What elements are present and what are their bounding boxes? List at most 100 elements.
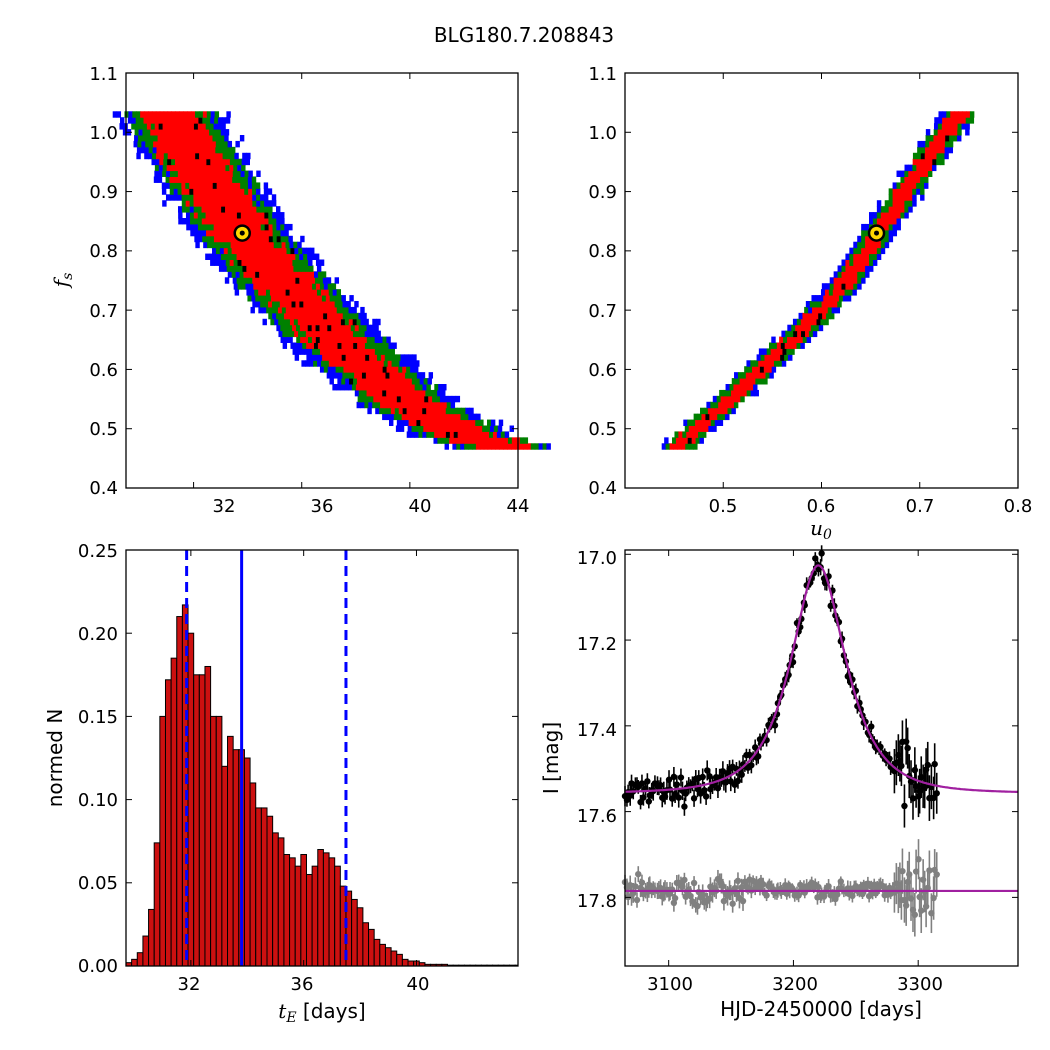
cell-1sigma bbox=[764, 354, 769, 361]
cell-1sigma bbox=[845, 277, 850, 284]
cell-2sigma bbox=[202, 235, 207, 243]
cell-3sigma bbox=[241, 158, 247, 166]
x-axis-label: u0 bbox=[810, 516, 832, 543]
cell-2sigma bbox=[210, 235, 215, 243]
cell-2sigma bbox=[441, 437, 446, 444]
cell-1sigma bbox=[270, 295, 276, 302]
cell-1sigma bbox=[330, 301, 336, 308]
cell-1sigma bbox=[254, 265, 259, 272]
cell-3sigma bbox=[310, 247, 315, 255]
cell-1sigma bbox=[304, 336, 309, 343]
cell-2sigma bbox=[861, 229, 866, 237]
cell-1sigma bbox=[278, 271, 284, 278]
cell-1sigma bbox=[519, 443, 524, 450]
cell-2sigma bbox=[236, 176, 241, 183]
cell-3sigma bbox=[296, 348, 301, 355]
cell-1sigma bbox=[425, 413, 430, 421]
cell-2sigma bbox=[222, 241, 228, 249]
cell-1sigma bbox=[908, 182, 913, 189]
cell-2sigma bbox=[255, 295, 260, 302]
cell-3sigma bbox=[338, 372, 343, 379]
cell-1sigma bbox=[200, 182, 206, 189]
cell-3sigma bbox=[162, 200, 167, 207]
cell-1sigma bbox=[178, 117, 184, 124]
cell-1sigma bbox=[427, 425, 432, 432]
cell-1sigma bbox=[258, 265, 263, 272]
cell-1sigma bbox=[243, 247, 248, 255]
cell-1sigma bbox=[221, 229, 227, 237]
residual-point bbox=[638, 879, 646, 886]
cell-1sigma bbox=[361, 342, 366, 349]
cell-3sigma bbox=[806, 336, 812, 343]
cell-sample bbox=[315, 336, 321, 343]
cell-3sigma bbox=[119, 123, 124, 130]
cell-2sigma bbox=[274, 306, 279, 314]
cell-1sigma bbox=[792, 342, 798, 349]
cell-3sigma bbox=[308, 259, 313, 266]
cell-1sigma bbox=[343, 336, 348, 343]
cell-1sigma bbox=[162, 123, 168, 130]
cell-1sigma bbox=[833, 283, 839, 290]
cell-3sigma bbox=[301, 360, 306, 367]
cell-3sigma bbox=[267, 188, 273, 195]
cell-1sigma bbox=[182, 123, 187, 130]
cell-1sigma bbox=[376, 378, 381, 385]
cell-3sigma bbox=[194, 235, 199, 243]
cell-3sigma bbox=[185, 212, 191, 219]
cell-1sigma bbox=[225, 218, 230, 225]
cell-1sigma bbox=[264, 259, 270, 266]
cell-2sigma bbox=[223, 140, 229, 148]
cell-1sigma bbox=[150, 129, 155, 136]
cell-1sigma bbox=[413, 389, 419, 397]
cell-1sigma bbox=[933, 135, 938, 142]
histogram-bar bbox=[362, 922, 370, 967]
histogram-bar bbox=[232, 749, 240, 967]
cell-sample bbox=[242, 265, 247, 272]
cell-1sigma bbox=[457, 431, 463, 438]
cell-1sigma bbox=[417, 413, 422, 421]
cell-sample bbox=[276, 235, 282, 243]
cell-1sigma bbox=[752, 366, 757, 373]
cell-2sigma bbox=[255, 182, 261, 189]
cell-2sigma bbox=[344, 306, 350, 314]
cell-1sigma bbox=[496, 437, 501, 444]
cell-1sigma bbox=[182, 164, 187, 172]
cell-1sigma bbox=[439, 425, 444, 432]
cell-3sigma bbox=[876, 200, 882, 207]
cell-1sigma bbox=[289, 318, 295, 326]
cell-1sigma bbox=[248, 218, 254, 225]
cell-1sigma bbox=[194, 164, 199, 172]
cell-1sigma bbox=[305, 318, 311, 326]
cell-1sigma bbox=[209, 229, 215, 237]
data-point bbox=[669, 795, 676, 802]
cell-3sigma bbox=[372, 318, 377, 326]
cell-1sigma bbox=[390, 366, 395, 373]
cell-1sigma bbox=[209, 170, 214, 177]
cell-1sigma bbox=[385, 395, 390, 403]
cell-1sigma bbox=[182, 158, 188, 166]
residual-point bbox=[933, 871, 940, 878]
cell-2sigma bbox=[293, 241, 298, 249]
cell-1sigma bbox=[481, 431, 486, 438]
cell-1sigma bbox=[191, 152, 196, 160]
cell-1sigma bbox=[845, 271, 850, 278]
cell-1sigma bbox=[297, 318, 303, 326]
cell-2sigma bbox=[244, 277, 249, 284]
cell-2sigma bbox=[691, 419, 696, 426]
cell-2sigma bbox=[212, 135, 217, 142]
cell-1sigma bbox=[745, 384, 750, 391]
cell-1sigma bbox=[832, 289, 838, 296]
cell-3sigma bbox=[433, 437, 438, 444]
cell-1sigma bbox=[193, 200, 198, 207]
cell-1sigma bbox=[402, 366, 407, 373]
cell-2sigma bbox=[256, 194, 261, 201]
cell-2sigma bbox=[286, 247, 291, 255]
cell-1sigma bbox=[242, 241, 247, 249]
cell-1sigma bbox=[916, 158, 922, 166]
cell-3sigma bbox=[288, 235, 293, 243]
cell-1sigma bbox=[928, 146, 934, 154]
cell-1sigma bbox=[349, 354, 354, 361]
cell-2sigma bbox=[282, 330, 287, 338]
cell-1sigma bbox=[213, 223, 219, 231]
cell-3sigma bbox=[376, 330, 381, 338]
